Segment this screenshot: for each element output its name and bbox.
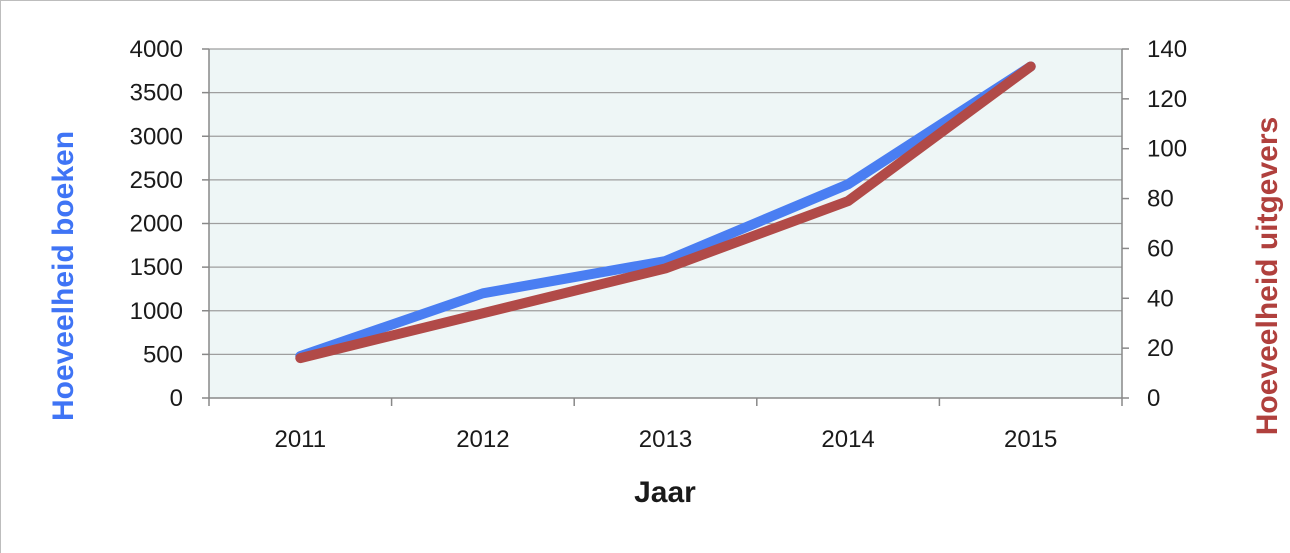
x-axis-ticks: 2011 2012 2013 2014 2015 xyxy=(208,398,1123,453)
gridlines xyxy=(209,48,1122,355)
right-tick-label: 40 xyxy=(1147,285,1174,312)
x-tick-label: 2013 xyxy=(639,426,692,453)
left-tick-label: 3500 xyxy=(130,80,183,107)
x-tick-label: 2012 xyxy=(456,426,509,453)
right-tick-label: 20 xyxy=(1147,335,1174,362)
data-point xyxy=(480,311,485,316)
data-point xyxy=(846,199,851,204)
left-tick-label: 0 xyxy=(170,385,183,412)
x-tick-label: 2014 xyxy=(821,426,874,453)
right-tick-label: 100 xyxy=(1147,136,1187,163)
right-tick-label: 0 xyxy=(1147,385,1160,412)
data-point xyxy=(663,266,668,271)
right-axis-title: Hoeveelheid uitgevers xyxy=(1251,117,1284,435)
series-lines xyxy=(295,61,1036,364)
right-tick-label: 140 xyxy=(1147,36,1187,63)
data-point xyxy=(298,356,303,361)
x-tick-label: 2011 xyxy=(274,426,326,453)
x-tick-label: 2015 xyxy=(1004,426,1057,453)
right-tick-label: 120 xyxy=(1147,86,1187,113)
left-tick-label: 2500 xyxy=(130,167,183,194)
data-point xyxy=(663,259,668,264)
data-point xyxy=(846,182,851,187)
left-tick-label: 500 xyxy=(143,341,183,368)
left-tick-label: 4000 xyxy=(130,36,183,63)
left-tick-label: 1000 xyxy=(130,298,183,325)
left-tick-label: 1500 xyxy=(130,254,183,281)
right-axis-ticks: 0 20 40 60 80 100 120 140 xyxy=(1122,36,1187,412)
right-tick-label: 60 xyxy=(1147,235,1174,262)
data-point xyxy=(480,291,485,296)
x-axis-title: Jaar xyxy=(634,476,696,509)
left-tick-label: 3000 xyxy=(130,123,183,150)
left-axis-ticks: 0 500 1000 1500 2000 2500 3000 3500 4000 xyxy=(130,36,209,412)
left-tick-label: 2000 xyxy=(130,211,183,238)
data-point xyxy=(1028,64,1033,69)
left-axis-title: Hoeveelheid boeken xyxy=(47,131,80,421)
right-tick-label: 80 xyxy=(1147,186,1174,213)
